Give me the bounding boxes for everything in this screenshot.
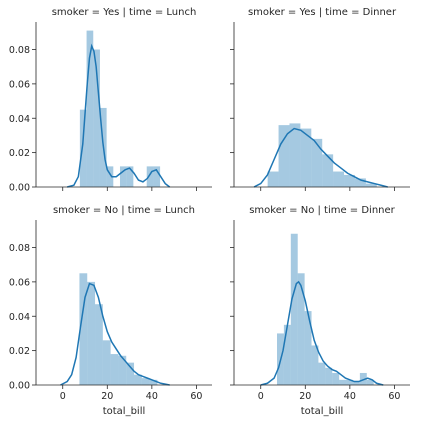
histogram-bar: [344, 174, 355, 187]
kde-line: [260, 280, 384, 386]
y-tick-label: 0.06: [9, 79, 30, 90]
y-tick-label: 0.00: [9, 183, 30, 194]
histogram-bar: [87, 281, 96, 385]
histogram-bar: [106, 166, 114, 187]
histogram-bar: [146, 166, 154, 187]
facet-panel: smoker = Yes | time = Lunch 0.00 0.02 0.04 0…: [9, 7, 212, 194]
histogram-bar: [333, 171, 345, 187]
facet-title: smoker = Yes | time = Dinner: [248, 7, 397, 18]
facet-panel: smoker = Yes | time = Dinner: [230, 7, 410, 191]
x-tick-label: 60: [388, 391, 400, 402]
histogram-bar: [93, 49, 100, 187]
facet-panel: smoker = No | time = Dinner 0 20 40 60 total_…: [230, 205, 410, 417]
y-tick-label: 0.02: [9, 346, 30, 357]
histogram-bar: [119, 166, 127, 187]
y-tick-label: 0.02: [9, 148, 30, 159]
histogram-bar: [141, 378, 150, 385]
facet-title: smoker = No | time = Lunch: [53, 205, 195, 216]
histogram-bar: [325, 367, 333, 385]
y-tick-label: 0.00: [9, 381, 30, 392]
histogram-bar: [311, 345, 319, 385]
histogram-bar: [153, 166, 161, 187]
histogram-bar: [126, 166, 134, 187]
histogram-bar: [311, 138, 323, 187]
histogram-bar: [346, 379, 353, 385]
x-axis-label: total_bill: [301, 406, 344, 417]
histogram-bar: [283, 324, 291, 385]
histogram-bar: [79, 273, 88, 385]
y-tick-label: 0.08: [9, 45, 30, 56]
kde-line: [60, 282, 170, 386]
x-tick-label: 60: [190, 391, 202, 402]
histogram-bar: [86, 30, 94, 187]
histogram-bar: [267, 171, 279, 187]
histogram-bar: [359, 372, 367, 385]
facet-title: smoker = No | time = Dinner: [249, 205, 395, 216]
histogram-bar: [289, 123, 301, 187]
histogram-bar: [79, 109, 87, 187]
x-tick-label: 20: [101, 391, 113, 402]
histogram-bar: [339, 379, 347, 385]
histogram-bar: [134, 374, 142, 385]
y-tick-label: 0.08: [9, 243, 30, 254]
x-tick-label: 0: [60, 391, 66, 402]
facet-title: smoker = Yes | time = Lunch: [52, 7, 197, 18]
histogram-bar: [300, 128, 312, 187]
x-axis-label: total_bill: [103, 406, 146, 417]
histogram-bar: [110, 354, 119, 385]
x-tick-label: 0: [258, 391, 264, 402]
x-tick-label: 40: [146, 391, 158, 402]
y-tick-label: 0.04: [9, 114, 30, 125]
histogram-bar: [366, 379, 374, 385]
x-tick-label: 20: [299, 391, 311, 402]
histogram-bar: [290, 233, 298, 385]
histogram-bar: [297, 273, 305, 385]
histogram-bar: [318, 362, 326, 385]
histogram-bar: [126, 362, 135, 385]
histogram-bar: [102, 340, 111, 385]
y-tick-label: 0.04: [9, 312, 30, 323]
histogram-bar: [352, 381, 360, 385]
histogram-bar: [118, 355, 127, 385]
y-tick-label: 0.06: [9, 277, 30, 288]
x-tick-label: 40: [344, 391, 356, 402]
histogram-bar: [304, 311, 312, 385]
histogram-bar: [278, 125, 290, 187]
histogram-bar: [95, 304, 103, 385]
histogram-bar: [354, 178, 366, 187]
kde-line: [253, 127, 388, 188]
kde-line: [67, 43, 171, 188]
histogram-bar: [149, 379, 158, 385]
histogram-bar: [322, 154, 334, 187]
facet-panel: smoker = No | time = Lunch 0.00 0.02 0.04 0.…: [9, 205, 212, 417]
histogram-bar: [365, 183, 377, 187]
histogram-bar: [332, 372, 340, 385]
